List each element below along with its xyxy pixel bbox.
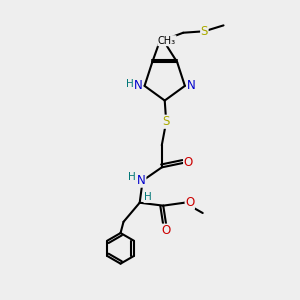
Text: CH₃: CH₃ — [158, 36, 176, 46]
Text: N: N — [187, 80, 196, 92]
Text: S: S — [201, 25, 208, 38]
Text: H: H — [144, 192, 152, 203]
Text: O: O — [184, 157, 193, 169]
Text: H: H — [126, 80, 134, 89]
Text: O: O — [185, 196, 194, 209]
Text: H: H — [128, 172, 135, 182]
Text: N: N — [137, 174, 146, 187]
Text: S: S — [163, 115, 170, 128]
Text: O: O — [162, 224, 171, 237]
Text: N: N — [134, 80, 142, 92]
